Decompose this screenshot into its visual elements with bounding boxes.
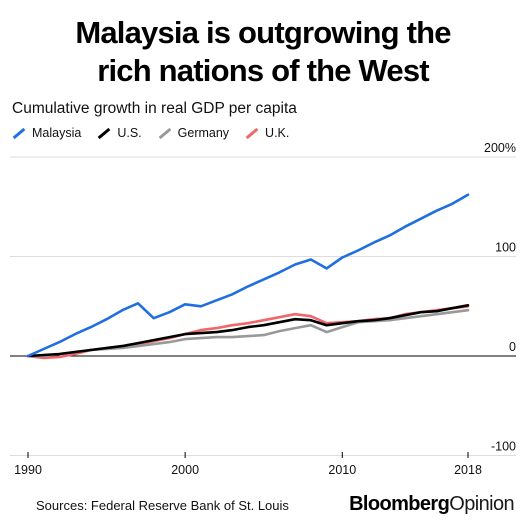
y-tick-label-0: 200% xyxy=(484,141,516,155)
legend-label-3: U.K. xyxy=(265,126,290,140)
x-tick-label-1: 2000 xyxy=(171,463,199,477)
title-line-1: Malaysia is outgrowing the xyxy=(75,15,451,50)
y-tick-label-1: 100 xyxy=(495,241,516,255)
chart-title: Malaysia is outgrowing the rich nations … xyxy=(0,14,526,90)
legend-item-3: U.K. xyxy=(245,126,289,140)
x-tick-label-2: 2010 xyxy=(328,463,356,477)
series-line-us xyxy=(26,303,470,358)
legend-label-1: U.S. xyxy=(117,126,142,140)
title-line-2: rich nations of the West xyxy=(97,53,429,88)
y-tick-label-2: 0 xyxy=(509,340,516,354)
chart-subtitle: Cumulative growth in real GDP per capita xyxy=(12,100,297,117)
legend-item-0: Malaysia xyxy=(12,126,81,140)
legend-label-0: Malaysia xyxy=(32,126,82,140)
series-line-malaysia xyxy=(26,193,470,358)
x-tick-label-3: 2018 xyxy=(454,463,482,477)
legend-label-2: Germany xyxy=(177,126,230,140)
x-tick-label-0: 1990 xyxy=(14,463,42,477)
brand-part-2: Opinion xyxy=(449,493,514,515)
sources-note: Sources: Federal Reserve Bank of St. Lou… xyxy=(36,498,289,513)
legend-item-1: U.S. xyxy=(97,126,142,140)
y-tick-label-3: -100 xyxy=(491,440,516,454)
legend-item-2: Germany xyxy=(158,126,229,140)
legend: Malaysia U.S. Germany U.K. xyxy=(12,126,305,140)
brand-part-1: Bloomberg xyxy=(349,493,450,515)
brand-logo: BloombergOpinion xyxy=(349,493,515,516)
